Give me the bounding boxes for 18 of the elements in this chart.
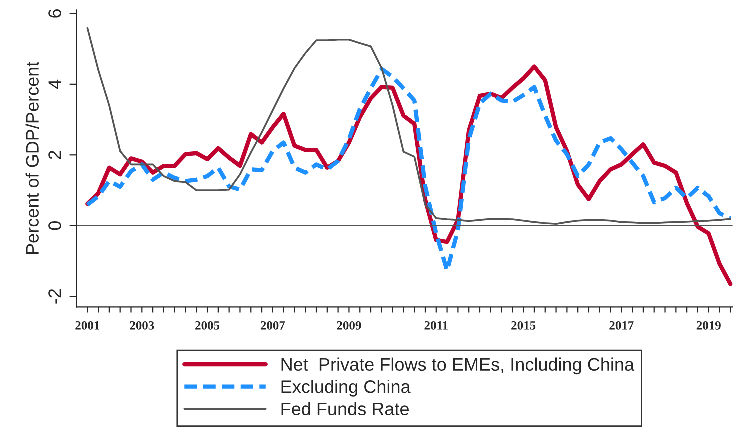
y-tick-label: 6 (48, 9, 62, 18)
legend-label: Fed Funds Rate (282, 402, 409, 416)
legend-label: Excluding China (282, 380, 411, 397)
x-tick-label: 2003 (130, 321, 154, 330)
legend-label: Net Private Flows to EMEs, Including China (282, 358, 635, 375)
x-tick-label: 2001 (76, 321, 100, 330)
y-axis-title: Percent of GDP/Percent (26, 62, 39, 254)
x-tick-label: 2009 (337, 321, 362, 330)
y-tick-label: 4 (48, 80, 62, 90)
x-tick-label: 2007 (260, 321, 286, 330)
x-tick-label: 2011 (424, 321, 448, 330)
y-tick-label: 2 (48, 151, 62, 160)
x-tick-label: 2015 (512, 321, 536, 330)
y-tick-label: 0 (48, 222, 62, 230)
x-tick-label: 2005 (196, 321, 220, 330)
x-tick-label: 2019 (696, 321, 721, 330)
x-tick-label: 2017 (610, 321, 634, 330)
y-tick-label: -2 (48, 289, 62, 304)
